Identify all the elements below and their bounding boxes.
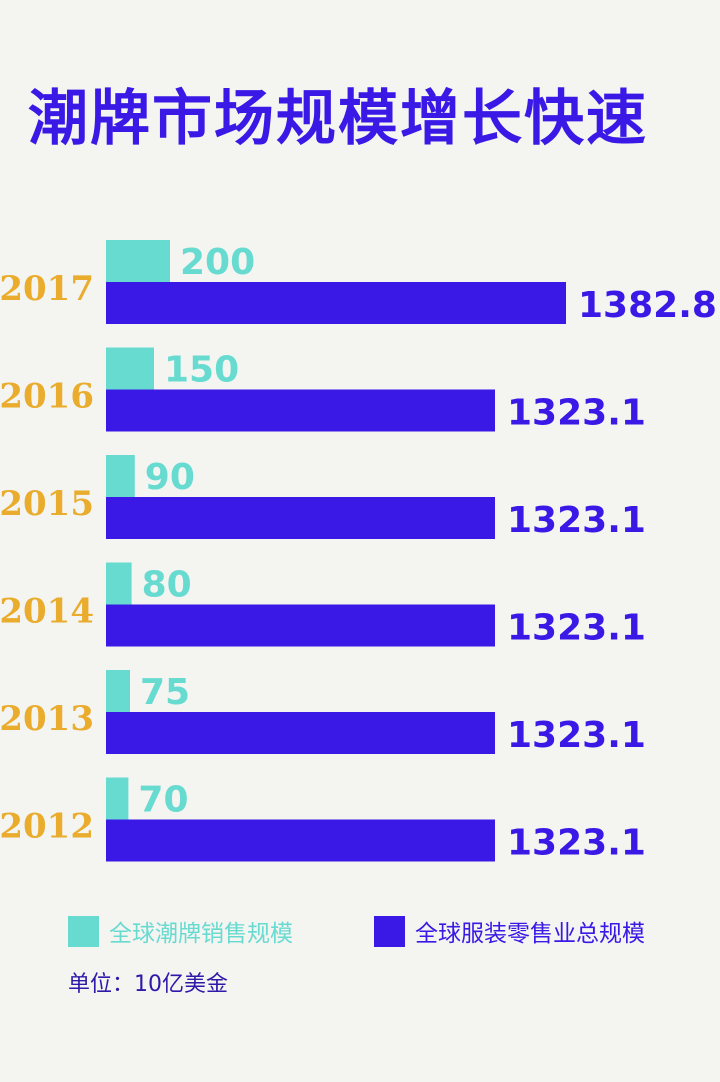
bar-chart: 200 1382.8 2017 150 1323.1 2016 90 1323.1 2015 80… <box>0 240 717 864</box>
total-value-label: 1323.1 <box>507 823 646 864</box>
legend-item-trend: 全球潮牌销售规模 <box>68 915 293 947</box>
trend-value-label: 200 <box>180 242 255 283</box>
trend-value-label: 90 <box>145 457 195 498</box>
year-label: 2014 <box>0 592 94 632</box>
year-label: 2015 <box>0 484 94 524</box>
total-bar <box>106 389 495 432</box>
total-bar <box>106 819 495 862</box>
trend-bar <box>106 562 132 606</box>
trend-bar <box>106 240 170 283</box>
trend-bar <box>106 670 130 713</box>
total-bar <box>106 282 566 324</box>
legend-label-total: 全球服装零售业总规模 <box>415 921 645 947</box>
trend-bar <box>106 777 129 821</box>
year-label: 2017 <box>0 269 94 309</box>
total-value-label: 1323.1 <box>507 393 646 434</box>
trend-value-label: 150 <box>164 350 239 391</box>
legend-label-trend: 全球潮牌销售规模 <box>109 921 293 947</box>
total-value-label: 1382.8 <box>578 285 717 326</box>
year-label: 2016 <box>0 377 94 417</box>
legend-item-total: 全球服装零售业总规模 <box>374 915 645 947</box>
legend-swatch-trend <box>68 915 99 947</box>
total-bar <box>106 497 495 539</box>
total-bar <box>106 604 495 647</box>
year-label: 2012 <box>0 807 94 847</box>
unit-note: 单位：10亿美金 <box>68 972 228 997</box>
chart-title: 潮牌市场规模增长快速 <box>28 84 648 154</box>
trend-value-label: 70 <box>138 780 188 821</box>
total-value-label: 1323.1 <box>507 608 646 649</box>
legend-swatch-total <box>374 915 405 947</box>
total-value-label: 1323.1 <box>507 500 646 541</box>
trend-value-label: 80 <box>142 565 192 606</box>
total-value-label: 1323.1 <box>507 715 646 756</box>
trend-bar <box>106 347 154 391</box>
year-label: 2013 <box>0 699 94 739</box>
trend-value-label: 75 <box>140 672 190 713</box>
trend-bar <box>106 455 135 498</box>
total-bar <box>106 712 495 754</box>
